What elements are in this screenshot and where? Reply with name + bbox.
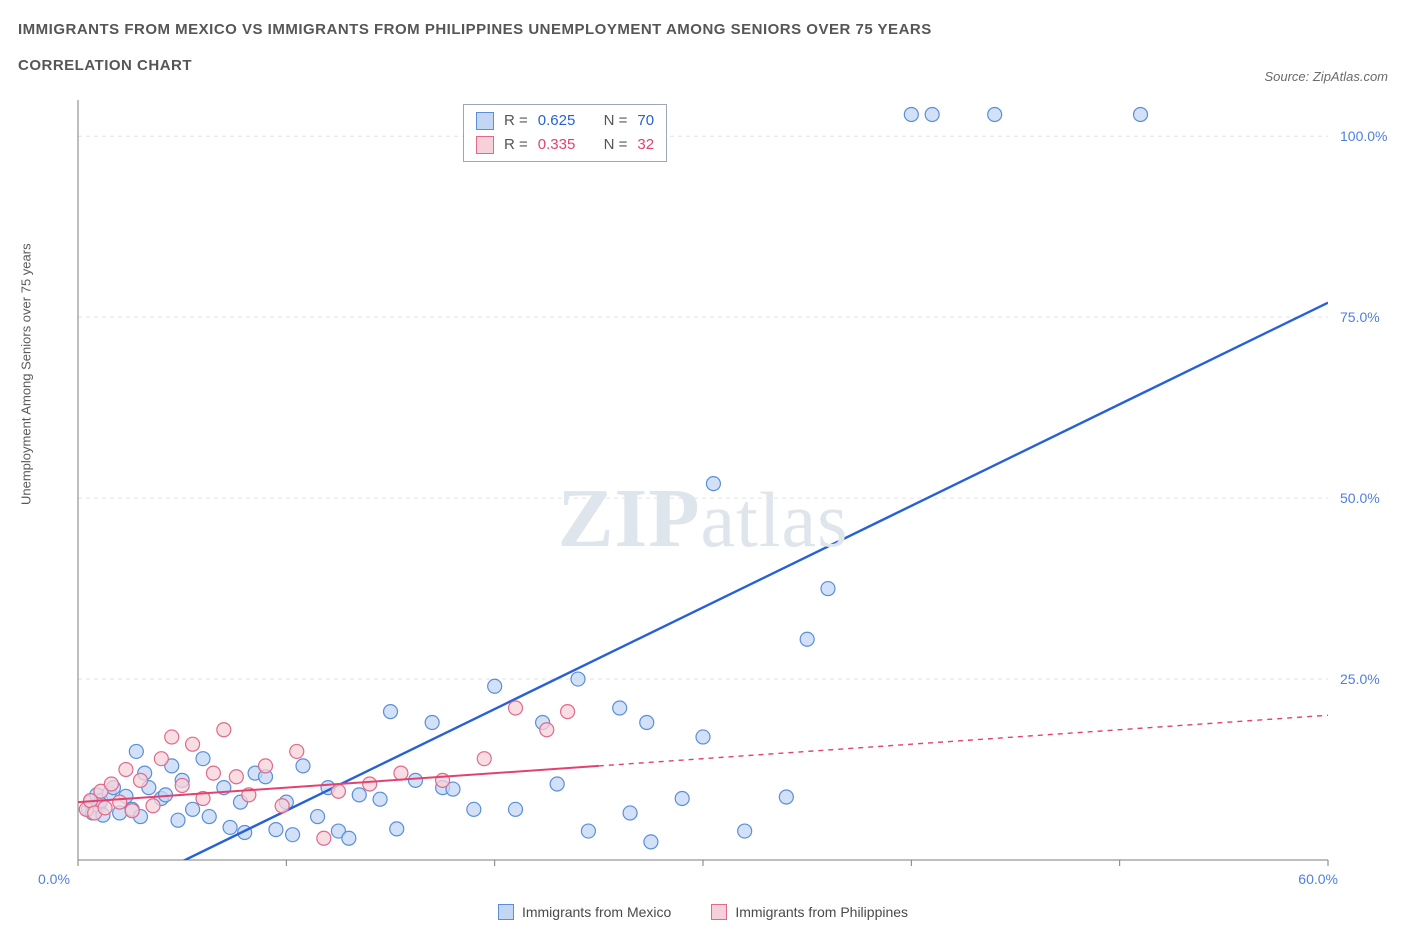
data-point	[259, 759, 273, 773]
stats-n-value: 32	[637, 133, 654, 157]
data-point	[202, 810, 216, 824]
stats-n-label: N =	[604, 133, 628, 157]
data-point	[779, 790, 793, 804]
stats-swatch	[476, 112, 494, 130]
data-point	[904, 107, 918, 121]
data-point	[171, 813, 185, 827]
data-point	[269, 823, 283, 837]
data-point	[125, 804, 139, 818]
data-point	[613, 701, 627, 715]
data-point	[540, 723, 554, 737]
data-point	[1134, 107, 1148, 121]
stats-r-value: 0.335	[538, 133, 576, 157]
y-tick-label: 25.0%	[1340, 671, 1380, 687]
chart-title: IMMIGRANTS FROM MEXICO VS IMMIGRANTS FRO…	[18, 12, 932, 84]
x-tick-label: 60.0%	[1298, 871, 1338, 887]
title-line-2: CORRELATION CHART	[18, 57, 192, 74]
legend-label: Immigrants from Philippines	[735, 904, 908, 920]
title-line-1: IMMIGRANTS FROM MEXICO VS IMMIGRANTS FRO…	[18, 21, 932, 38]
data-point	[154, 752, 168, 766]
data-point	[800, 632, 814, 646]
data-point	[275, 799, 289, 813]
data-point	[229, 770, 243, 784]
data-point	[223, 820, 237, 834]
stats-r-label: R =	[504, 109, 528, 133]
stats-swatch	[476, 136, 494, 154]
data-point	[311, 810, 325, 824]
data-point	[352, 788, 366, 802]
data-point	[290, 744, 304, 758]
data-point	[331, 784, 345, 798]
data-point	[640, 715, 654, 729]
data-point	[296, 759, 310, 773]
data-point	[363, 777, 377, 791]
data-point	[146, 799, 160, 813]
stats-r-label: R =	[504, 133, 528, 157]
data-point	[134, 773, 148, 787]
data-point	[286, 828, 300, 842]
data-point	[390, 822, 404, 836]
stats-r-value: 0.625	[538, 109, 576, 133]
data-point	[561, 705, 575, 719]
data-point	[623, 806, 637, 820]
data-point	[696, 730, 710, 744]
data-point	[425, 715, 439, 729]
data-point	[317, 831, 331, 845]
data-point	[477, 752, 491, 766]
stats-n-value: 70	[637, 109, 654, 133]
y-tick-label: 100.0%	[1340, 128, 1387, 144]
data-point	[186, 737, 200, 751]
regression-line	[141, 303, 1329, 882]
data-point	[509, 701, 523, 715]
data-point	[706, 477, 720, 491]
correlation-chart: Unemployment Among Seniors over 75 years…	[18, 90, 1388, 920]
data-point	[467, 802, 481, 816]
data-point	[571, 672, 585, 686]
data-point	[196, 752, 210, 766]
data-point	[373, 792, 387, 806]
data-point	[175, 778, 189, 792]
data-point	[581, 824, 595, 838]
data-point	[738, 824, 752, 838]
legend-item: Immigrants from Philippines	[711, 904, 908, 920]
data-point	[550, 777, 564, 791]
data-point	[217, 723, 231, 737]
data-point	[186, 802, 200, 816]
y-tick-label: 50.0%	[1340, 490, 1380, 506]
data-point	[342, 831, 356, 845]
data-point	[394, 766, 408, 780]
chart-svg: 25.0% 50.0% 75.0% 100.0% 0.0% 60.0%	[18, 90, 1388, 890]
data-point	[821, 582, 835, 596]
legend-item: Immigrants from Mexico	[498, 904, 671, 920]
stats-row: R = 0.335 N = 32	[476, 133, 654, 157]
data-point	[644, 835, 658, 849]
data-point	[113, 795, 127, 809]
legend-label: Immigrants from Mexico	[522, 904, 671, 920]
source-attribution: Source: ZipAtlas.com	[1264, 69, 1388, 84]
x-tick-label: 0.0%	[38, 871, 70, 887]
legend-swatch	[711, 904, 727, 920]
stats-row: R = 0.625 N = 70	[476, 109, 654, 133]
data-point	[488, 679, 502, 693]
data-point	[119, 763, 133, 777]
stats-n-label: N =	[604, 109, 628, 133]
data-point	[206, 766, 220, 780]
data-point	[675, 791, 689, 805]
y-axis-title: Unemployment Among Seniors over 75 years	[19, 243, 34, 505]
y-tick-label: 75.0%	[1340, 309, 1380, 325]
legend-swatch	[498, 904, 514, 920]
data-point	[98, 801, 112, 815]
data-point	[129, 744, 143, 758]
data-point	[104, 777, 118, 791]
data-point	[409, 773, 423, 787]
data-point	[165, 730, 179, 744]
correlation-stats-box: R = 0.625 N = 70 R = 0.335 N = 32	[463, 104, 667, 162]
legend-bottom: Immigrants from Mexico Immigrants from Ph…	[18, 904, 1388, 920]
data-point	[988, 107, 1002, 121]
data-point	[925, 107, 939, 121]
data-point	[384, 705, 398, 719]
chart-header: IMMIGRANTS FROM MEXICO VS IMMIGRANTS FRO…	[18, 12, 1388, 84]
data-point	[509, 802, 523, 816]
